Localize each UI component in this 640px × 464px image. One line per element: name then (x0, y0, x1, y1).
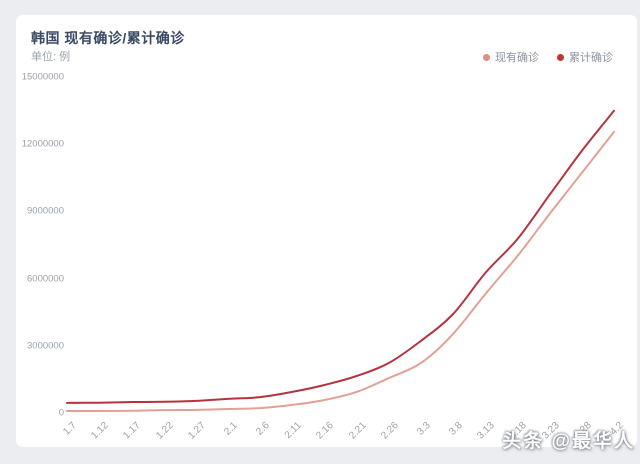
series-line-0 (66, 130, 615, 413)
legend-item-cumulative-confirmed[interactable]: 累计确诊 (557, 49, 613, 65)
cumulative-confirmed-dot-icon (557, 53, 564, 61)
legend: 现有确诊 累计确诊 (483, 49, 613, 65)
line-chart (66, 109, 615, 413)
y-axis-tick-label: 9000000 (27, 205, 64, 217)
y-axis-tick-label: 12000000 (21, 138, 64, 150)
plot-area: 0 3000000 6000000 9000000 12000000 15000000 1… (16, 15, 639, 449)
y-axis-tick-label: 15000000 (21, 71, 64, 83)
watermark: 头条 @最华人 (502, 431, 635, 452)
y-axis-tick-label: 3000000 (27, 340, 64, 352)
legend-label: 现有确诊 (495, 52, 539, 64)
chart-card: 韩国 现有确诊/累计确诊 单位: 例 现有确诊 累计确诊 0 3000000 600… (15, 14, 638, 448)
page-title: 韩国 现有确诊/累计确诊 (31, 30, 185, 46)
legend-item-current-confirmed[interactable]: 现有确诊 (483, 49, 539, 65)
y-axis-tick-label: 0 (58, 407, 64, 419)
series-line-1 (66, 109, 615, 404)
y-axis-tick-label: 6000000 (27, 273, 64, 285)
current-confirmed-dot-icon (483, 53, 490, 61)
unit-label: 单位: 例 (31, 51, 71, 63)
legend-label: 累计确诊 (569, 52, 613, 64)
